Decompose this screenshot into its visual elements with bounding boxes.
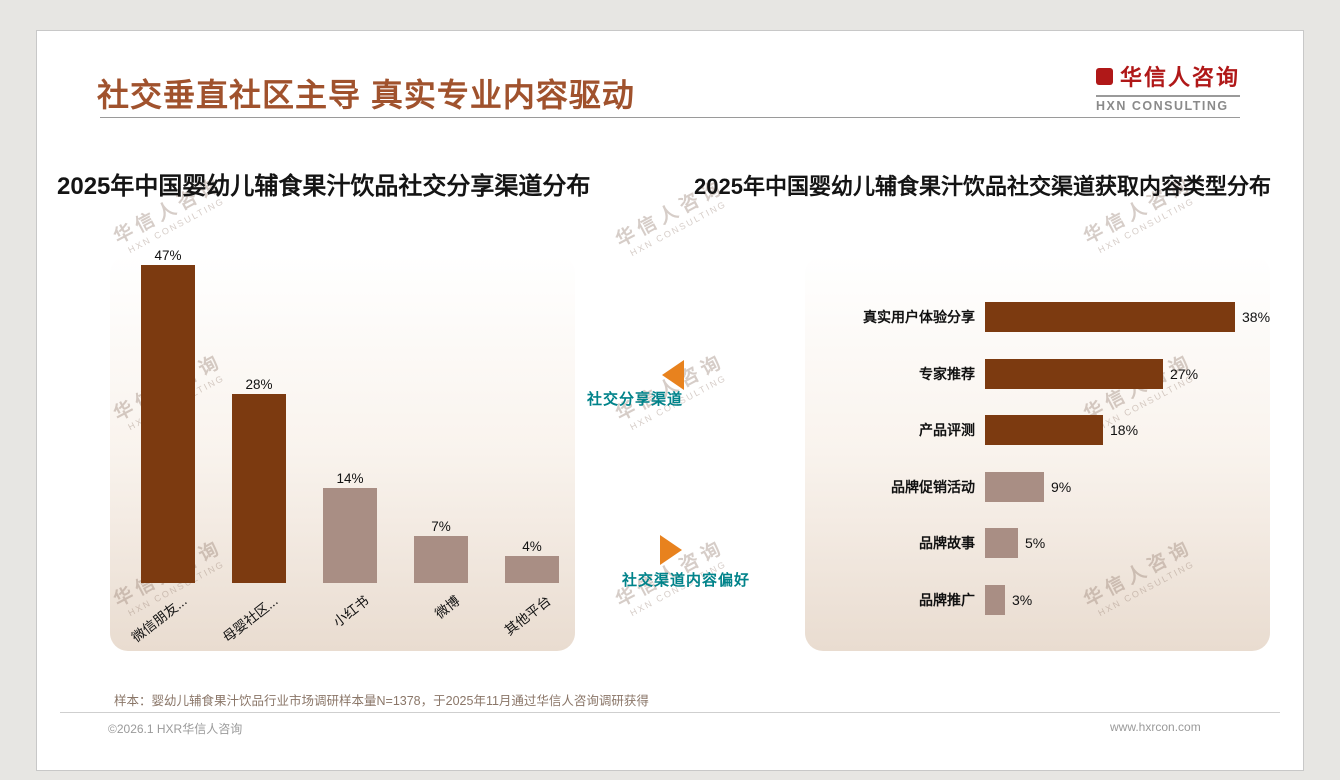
bar-column: 28% bbox=[232, 377, 286, 583]
bar-value-label: 47% bbox=[154, 248, 182, 263]
bar-category-label: 专家推荐 bbox=[919, 365, 975, 382]
triangle-left-icon bbox=[662, 360, 684, 390]
logo-mark-icon bbox=[1096, 67, 1113, 85]
bar-value-label: 9% bbox=[1051, 478, 1072, 495]
logo-subtitle: HXN CONSULTING bbox=[1096, 95, 1241, 113]
header-divider bbox=[100, 117, 1240, 118]
bar-value-label: 18% bbox=[1110, 422, 1139, 439]
bar bbox=[323, 488, 377, 583]
vertical-bar-chart: 47% 28% 14% 7% 4% bbox=[141, 247, 561, 583]
bar bbox=[985, 302, 1235, 333]
company-logo: 华信人咨询 HXN CONSULTING bbox=[1096, 60, 1241, 113]
bar-value-label: 7% bbox=[431, 519, 451, 534]
bar bbox=[985, 471, 1044, 502]
logo-name: 华信人咨询 bbox=[1120, 65, 1241, 90]
bar bbox=[985, 528, 1018, 559]
bar-column: 47% bbox=[141, 248, 195, 583]
bar bbox=[985, 415, 1103, 446]
bar-value-label: 27% bbox=[1170, 365, 1199, 382]
bar-row: 产品评测 18% bbox=[805, 402, 1270, 459]
left-chart-title: 2025年中国婴幼儿辅食果汁饮品社交分享渠道分布 bbox=[57, 173, 591, 200]
right-chart-title: 2025年中国婴幼儿辅食果汁饮品社交渠道获取内容类型分布 bbox=[694, 174, 1271, 199]
bar-value-label: 3% bbox=[1012, 591, 1033, 608]
horizontal-bar-chart: 真实用户体验分享 38% 专家推荐 27% 产品评测 18% 品牌促销活动 9% 品牌故事 5% 品… bbox=[805, 289, 1270, 628]
bar-value-label: 38% bbox=[1242, 309, 1271, 326]
footer-copyright: ©2026.1 HXR华信人咨询 bbox=[108, 722, 243, 736]
bar-row: 品牌推广 3% bbox=[805, 572, 1270, 629]
bar-value-label: 5% bbox=[1025, 535, 1046, 552]
triangle-right-icon bbox=[660, 535, 682, 565]
footer-divider bbox=[60, 712, 1280, 713]
bar-category-label: 品牌故事 bbox=[919, 535, 975, 552]
bar-value-label: 28% bbox=[245, 377, 273, 392]
bar-category-label: 产品评测 bbox=[919, 422, 975, 439]
bar-category-label: 品牌促销活动 bbox=[891, 478, 975, 495]
bar-value-label: 4% bbox=[522, 539, 542, 554]
bar bbox=[232, 394, 286, 583]
bar-column: 7% bbox=[414, 519, 468, 583]
annotation-content-preference: 社交渠道内容偏好 bbox=[622, 572, 751, 589]
bar bbox=[985, 584, 1005, 615]
annotation-share-channels: 社交分享渠道 bbox=[587, 391, 684, 408]
bar-row: 品牌故事 5% bbox=[805, 515, 1270, 572]
sample-footnote: 样本：婴幼儿辅食果汁饮品行业市场调研样本量N=1378，于2025年11月通过华… bbox=[114, 694, 649, 708]
bar-row: 专家推荐 27% bbox=[805, 346, 1270, 403]
bar-category-label: 品牌推广 bbox=[919, 591, 975, 608]
bar bbox=[505, 556, 559, 583]
bar-value-label: 14% bbox=[336, 471, 364, 486]
bar-category-label: 真实用户体验分享 bbox=[863, 309, 975, 326]
bar bbox=[141, 265, 195, 583]
bar bbox=[985, 358, 1163, 389]
bar-row: 真实用户体验分享 38% bbox=[805, 289, 1270, 346]
bar bbox=[414, 536, 468, 583]
bar-row: 品牌促销活动 9% bbox=[805, 459, 1270, 516]
bar-column: 14% bbox=[323, 471, 377, 583]
footer-website: www.hxrcon.com bbox=[1110, 720, 1201, 734]
page-title: 社交垂直社区主导 真实专业内容驱动 bbox=[97, 77, 635, 113]
bar-column: 4% bbox=[505, 539, 559, 583]
